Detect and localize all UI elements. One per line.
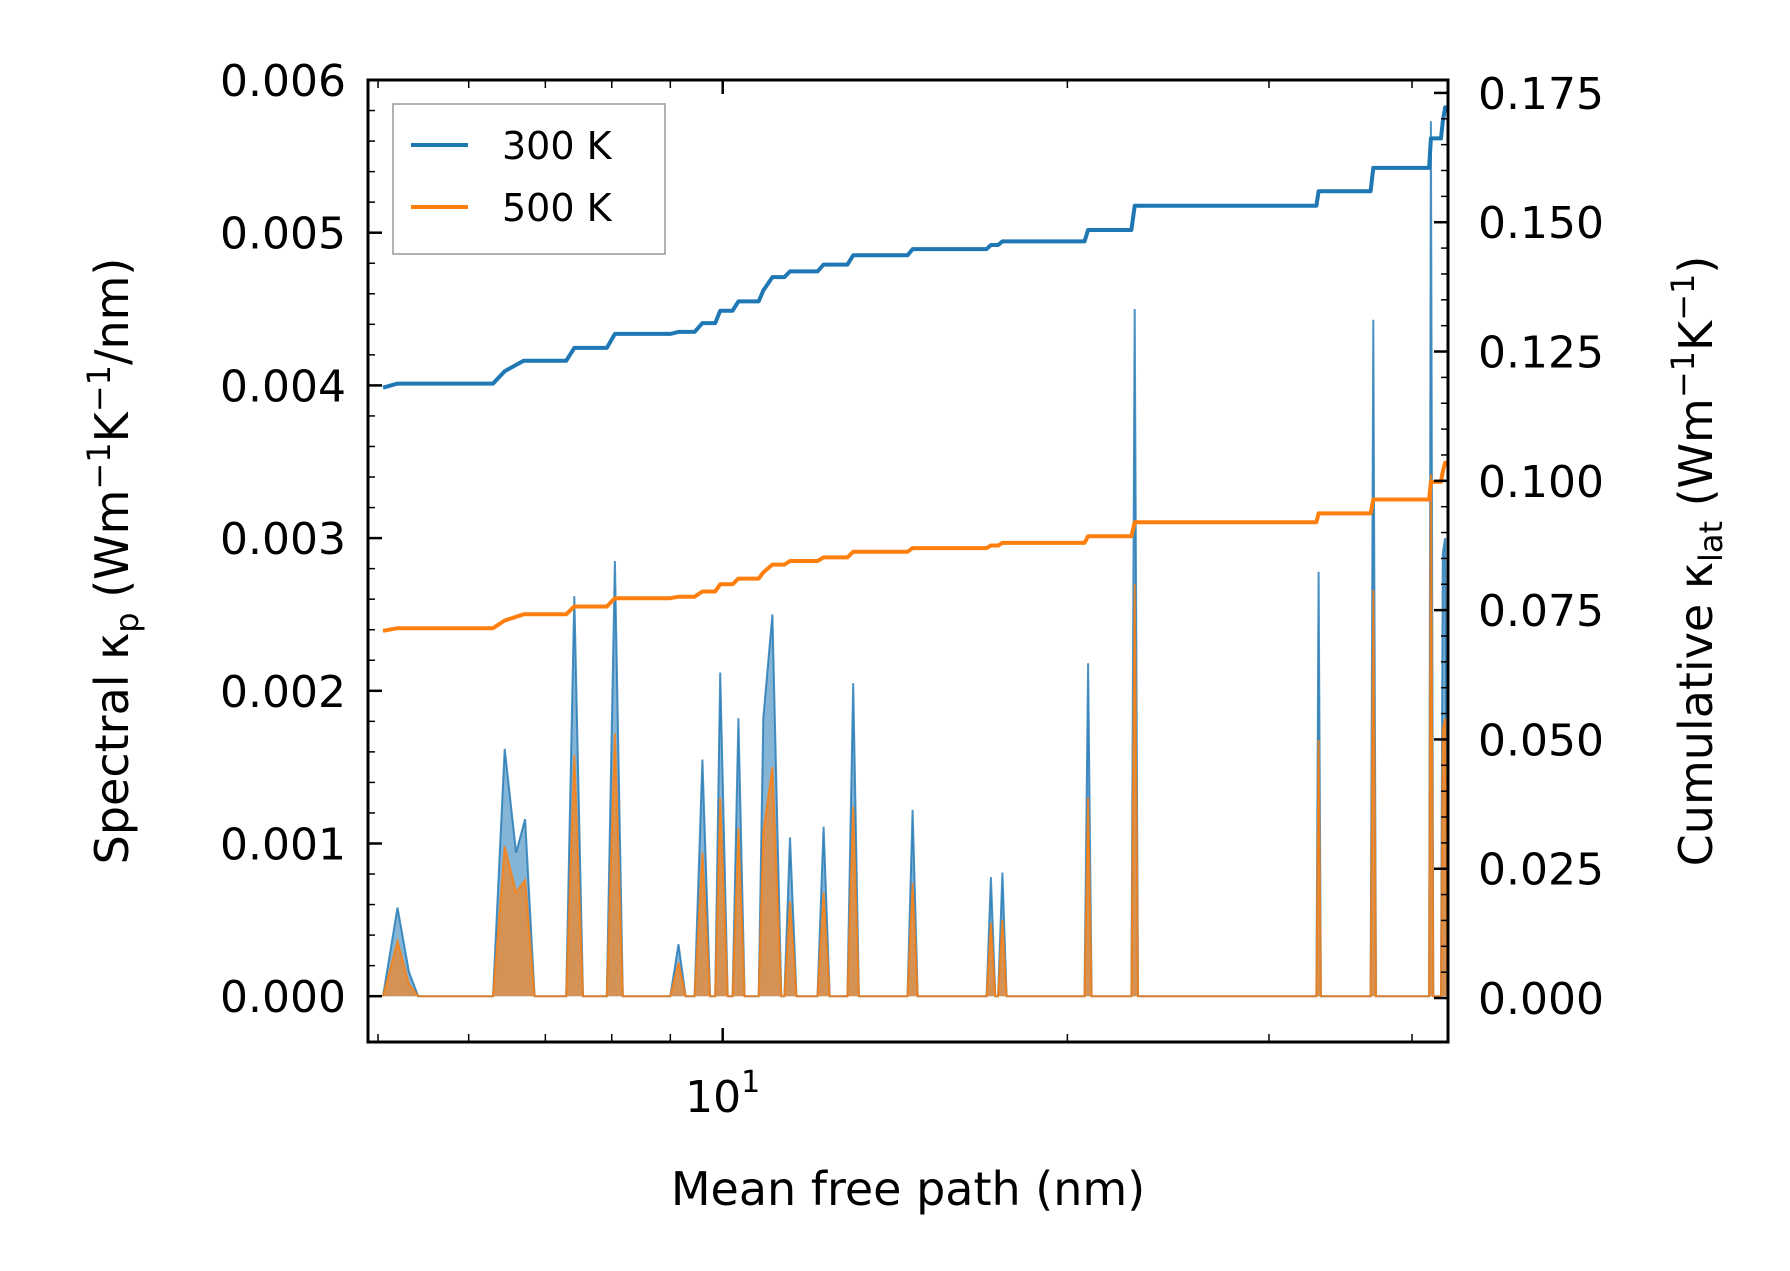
y-label-left-sup2: −1 [80, 365, 118, 412]
y-label-right-sup2: −1 [1664, 274, 1702, 321]
x-tick-label-base: 10 [685, 1072, 741, 1123]
y-label-left-sub: p [108, 612, 146, 632]
y-left-tick-label: 0.004 [220, 361, 346, 412]
y-axis-label-right: Cumulative κlat (Wm−1K−1) [1664, 256, 1730, 867]
y-left-tick-label: 0.003 [220, 514, 346, 565]
y-label-right-pre: Cumulative κ [1669, 562, 1723, 866]
y-left-tick-label: 0.001 [220, 819, 346, 870]
y-label-left-sup1: −1 [80, 442, 118, 489]
line-layer [382, 105, 1448, 633]
y-left-tick-label: 0.006 [220, 56, 346, 107]
x-tick-label: 101 [685, 1065, 760, 1123]
y-right-tick-label: 0.075 [1478, 586, 1604, 637]
y-label-left-post: /nm) [85, 258, 139, 365]
y-label-right-mid: (Wm [1669, 398, 1723, 521]
y-left-tick-label: 0.002 [220, 667, 346, 718]
y-label-right-sup1: −1 [1664, 351, 1702, 398]
legend: 300 K 500 K [392, 103, 666, 255]
y-right-tick-label: 0.150 [1478, 198, 1604, 249]
legend-label-300k: 300 K [502, 124, 613, 168]
legend-box [392, 103, 666, 255]
y-right-tick-label: 0.050 [1478, 715, 1604, 766]
y-label-right-post: ) [1669, 256, 1723, 274]
y-label-right-sub: lat [1692, 521, 1730, 562]
cumulative-line-300k [382, 105, 1448, 390]
y-label-left-mid: (Wm [85, 490, 139, 613]
spectral-line-500k [382, 473, 1449, 998]
y-right-tick-label: 0.100 [1478, 457, 1604, 508]
y-right-tick-label: 0.025 [1478, 845, 1604, 896]
y-left-tick-label: 0.005 [220, 209, 346, 260]
tick-layer: 0.000 0.001 0.002 0.003 0.004 0.005 0.006 0.000… [220, 56, 1604, 1123]
x-axis-label: Mean free path (nm) [671, 1162, 1145, 1216]
spectral-area-layer [382, 121, 1449, 998]
plot-frame [366, 78, 1450, 1044]
y-right-tick-label: 0.175 [1478, 69, 1604, 120]
y-left-tick-label: 0.000 [220, 972, 346, 1023]
legend-label-500k: 500 K [502, 186, 613, 230]
x-tick-label-exp: 1 [741, 1065, 760, 1100]
cumulative-line-500k [382, 460, 1448, 633]
y-label-right-k: K [1669, 319, 1723, 351]
y-label-left-k: K [85, 410, 139, 442]
y-label-left-pre: Spectral κ [85, 633, 139, 865]
y-axis-label-left: Spectral κp (Wm−1K−1/nm) [80, 258, 146, 865]
y-right-tick-label: 0.125 [1478, 328, 1604, 379]
y-right-tick-label: 0.000 [1478, 974, 1604, 1025]
